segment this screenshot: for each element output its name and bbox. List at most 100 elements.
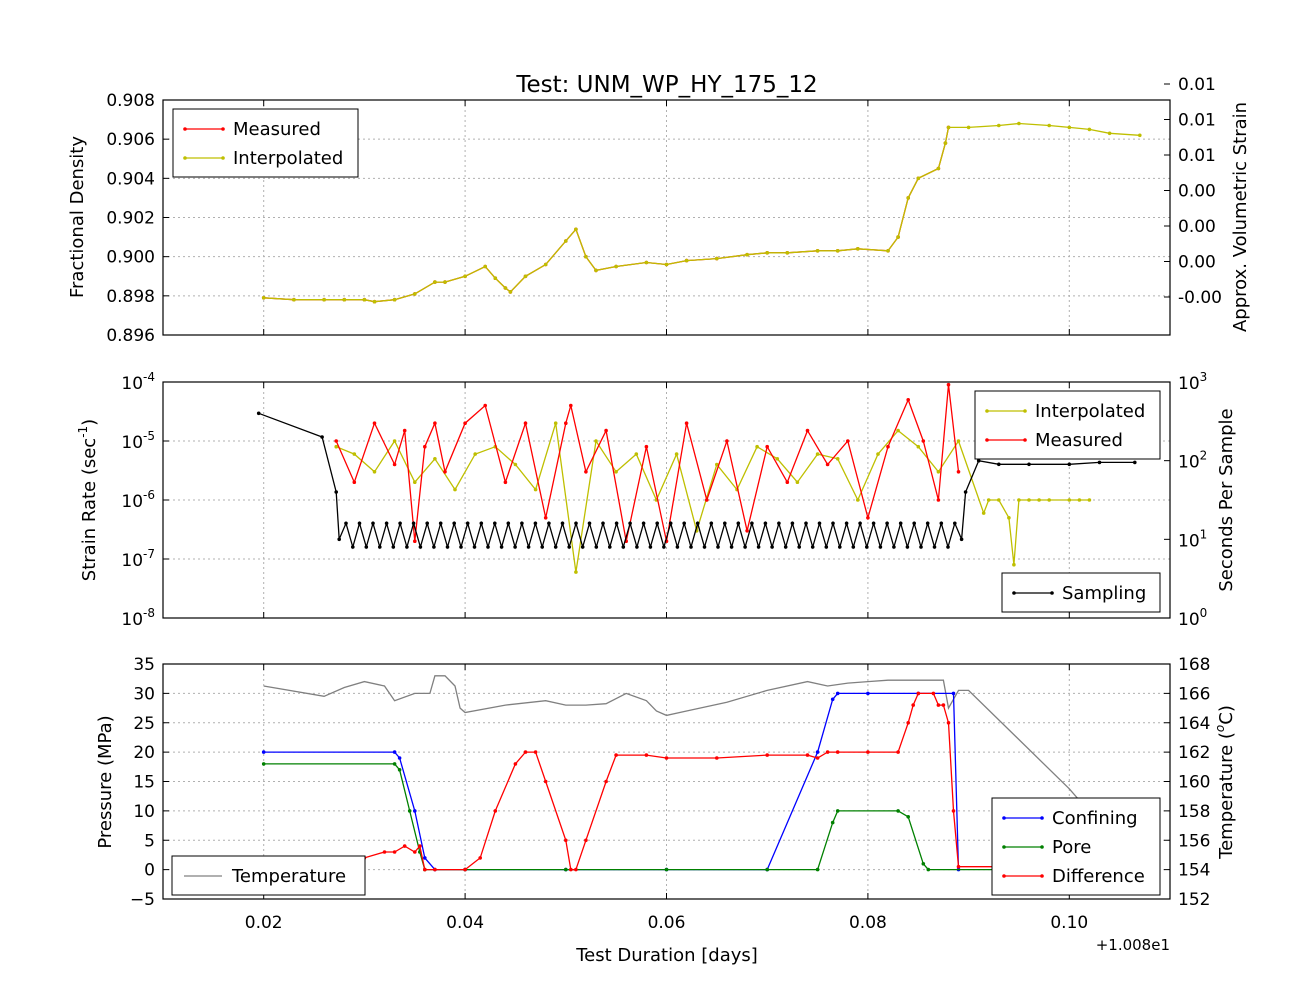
- measured-point: [584, 470, 588, 474]
- y-tick-label: 15: [133, 773, 155, 793]
- pressure-panel: −5 0 5 10 15 20 25 30 35 152 154 156 158 160 162 164 166…: [95, 655, 1237, 966]
- y-tick-label: 10-5: [121, 429, 155, 453]
- y-tick-label-base: 10: [121, 433, 143, 453]
- sampling-point: [844, 521, 849, 526]
- sampling-point: [1133, 460, 1137, 465]
- sampling-point: [790, 521, 795, 526]
- interpolated-point: [876, 452, 880, 456]
- sampling-point: [729, 545, 734, 549]
- sampling-point: [479, 521, 484, 526]
- density-ylabel: Fractional Density: [67, 136, 88, 298]
- interpolated-point: [745, 252, 749, 257]
- interpolated-point: [815, 249, 820, 253]
- difference-point: [402, 844, 407, 848]
- confining-point: [835, 691, 840, 696]
- strainrate-legend-top-swatch-dot: [1023, 438, 1027, 442]
- figure-title: Test: UNM_WP_HY_175_12: [515, 72, 817, 98]
- interpolated-point: [997, 123, 1001, 128]
- difference-point: [946, 721, 951, 725]
- measured-point: [745, 529, 749, 533]
- interpolated-point: [372, 299, 377, 304]
- measured-point: [936, 498, 941, 502]
- pore-point: [392, 762, 397, 766]
- y2-tick-label: 0.00: [1178, 253, 1216, 273]
- y-tick-label: 0.900: [106, 248, 155, 268]
- sampling-point: [553, 545, 558, 549]
- sampling-point: [384, 521, 389, 526]
- confining-point: [397, 756, 402, 760]
- confining-point: [866, 691, 870, 696]
- y2-tick-label: 156: [1178, 831, 1210, 851]
- sampling-point: [648, 545, 653, 549]
- sampling-point: [953, 521, 957, 526]
- sampling-point: [405, 545, 409, 549]
- interpolated-point: [765, 251, 769, 255]
- measured-line: [335, 384, 960, 542]
- interpolated-point: [574, 570, 578, 574]
- difference-point: [805, 753, 810, 757]
- sampling-point: [574, 521, 578, 526]
- interpolated-point: [886, 249, 890, 253]
- sampling-point: [635, 545, 639, 549]
- interpolated-point: [684, 258, 689, 263]
- sampling-point: [1067, 462, 1072, 467]
- difference-point: [564, 838, 568, 843]
- sampling-point: [695, 521, 700, 526]
- difference-point: [835, 750, 840, 754]
- pore-point: [397, 768, 402, 772]
- pore-point: [921, 862, 926, 866]
- pore-point: [830, 820, 835, 825]
- difference-point: [906, 721, 910, 725]
- pore-point: [906, 815, 910, 819]
- interpolated-point: [986, 498, 991, 502]
- density-legend-swatch-dot: [183, 156, 187, 160]
- measured-point: [483, 403, 488, 408]
- sampling-point: [912, 521, 916, 526]
- sampling-point: [398, 521, 402, 526]
- difference-point: [523, 750, 528, 754]
- sampling-point: [976, 458, 981, 463]
- difference-point: [569, 867, 573, 872]
- confining-point: [261, 750, 266, 754]
- pore-point: [765, 867, 769, 872]
- confining-point: [951, 691, 956, 696]
- sampling-point: [797, 545, 801, 549]
- interpolated-point: [413, 480, 417, 485]
- interpolated-point: [715, 462, 719, 467]
- y2-tick-label: 166: [1178, 684, 1210, 704]
- y2-tick-label: 101: [1178, 527, 1207, 551]
- x-tick-label: 0.10: [1050, 913, 1088, 933]
- measured-point: [946, 382, 951, 387]
- pressure-ylabel: Pressure (MPa): [95, 715, 116, 848]
- interpolated-point: [1007, 516, 1011, 520]
- y2-tick-label: 0.00: [1178, 217, 1216, 237]
- sampling-point: [892, 545, 896, 549]
- sampling-point: [378, 545, 382, 549]
- measured-point: [372, 421, 377, 426]
- interpolated-point: [956, 439, 961, 443]
- measured-point: [402, 428, 407, 433]
- interpolated-point: [1037, 498, 1041, 502]
- sampling-point: [838, 545, 842, 549]
- pressure-legend: Temperature Confining Pore Difference: [171, 797, 1161, 896]
- sampling-point: [831, 521, 835, 526]
- sampling-point: [580, 545, 585, 549]
- sampling-point: [662, 545, 666, 549]
- sampling-point: [364, 545, 369, 549]
- interpolated-point: [1087, 498, 1092, 502]
- difference-point: [614, 753, 618, 757]
- y2-tick-label-exp: 2: [1200, 449, 1208, 463]
- difference-point: [956, 864, 961, 869]
- sampling-point: [438, 521, 443, 526]
- interpolated-point: [1017, 121, 1021, 126]
- interpolated-point: [943, 141, 948, 145]
- sampling-point: [898, 521, 903, 526]
- interpolated-point: [523, 274, 528, 279]
- interpolated-point: [508, 290, 513, 294]
- y-tick-label: 0.904: [106, 169, 155, 189]
- interpolated-point: [513, 462, 518, 467]
- sampling-point: [601, 521, 605, 526]
- y2-tick-label: 152: [1178, 890, 1210, 910]
- sampling-point: [445, 545, 450, 549]
